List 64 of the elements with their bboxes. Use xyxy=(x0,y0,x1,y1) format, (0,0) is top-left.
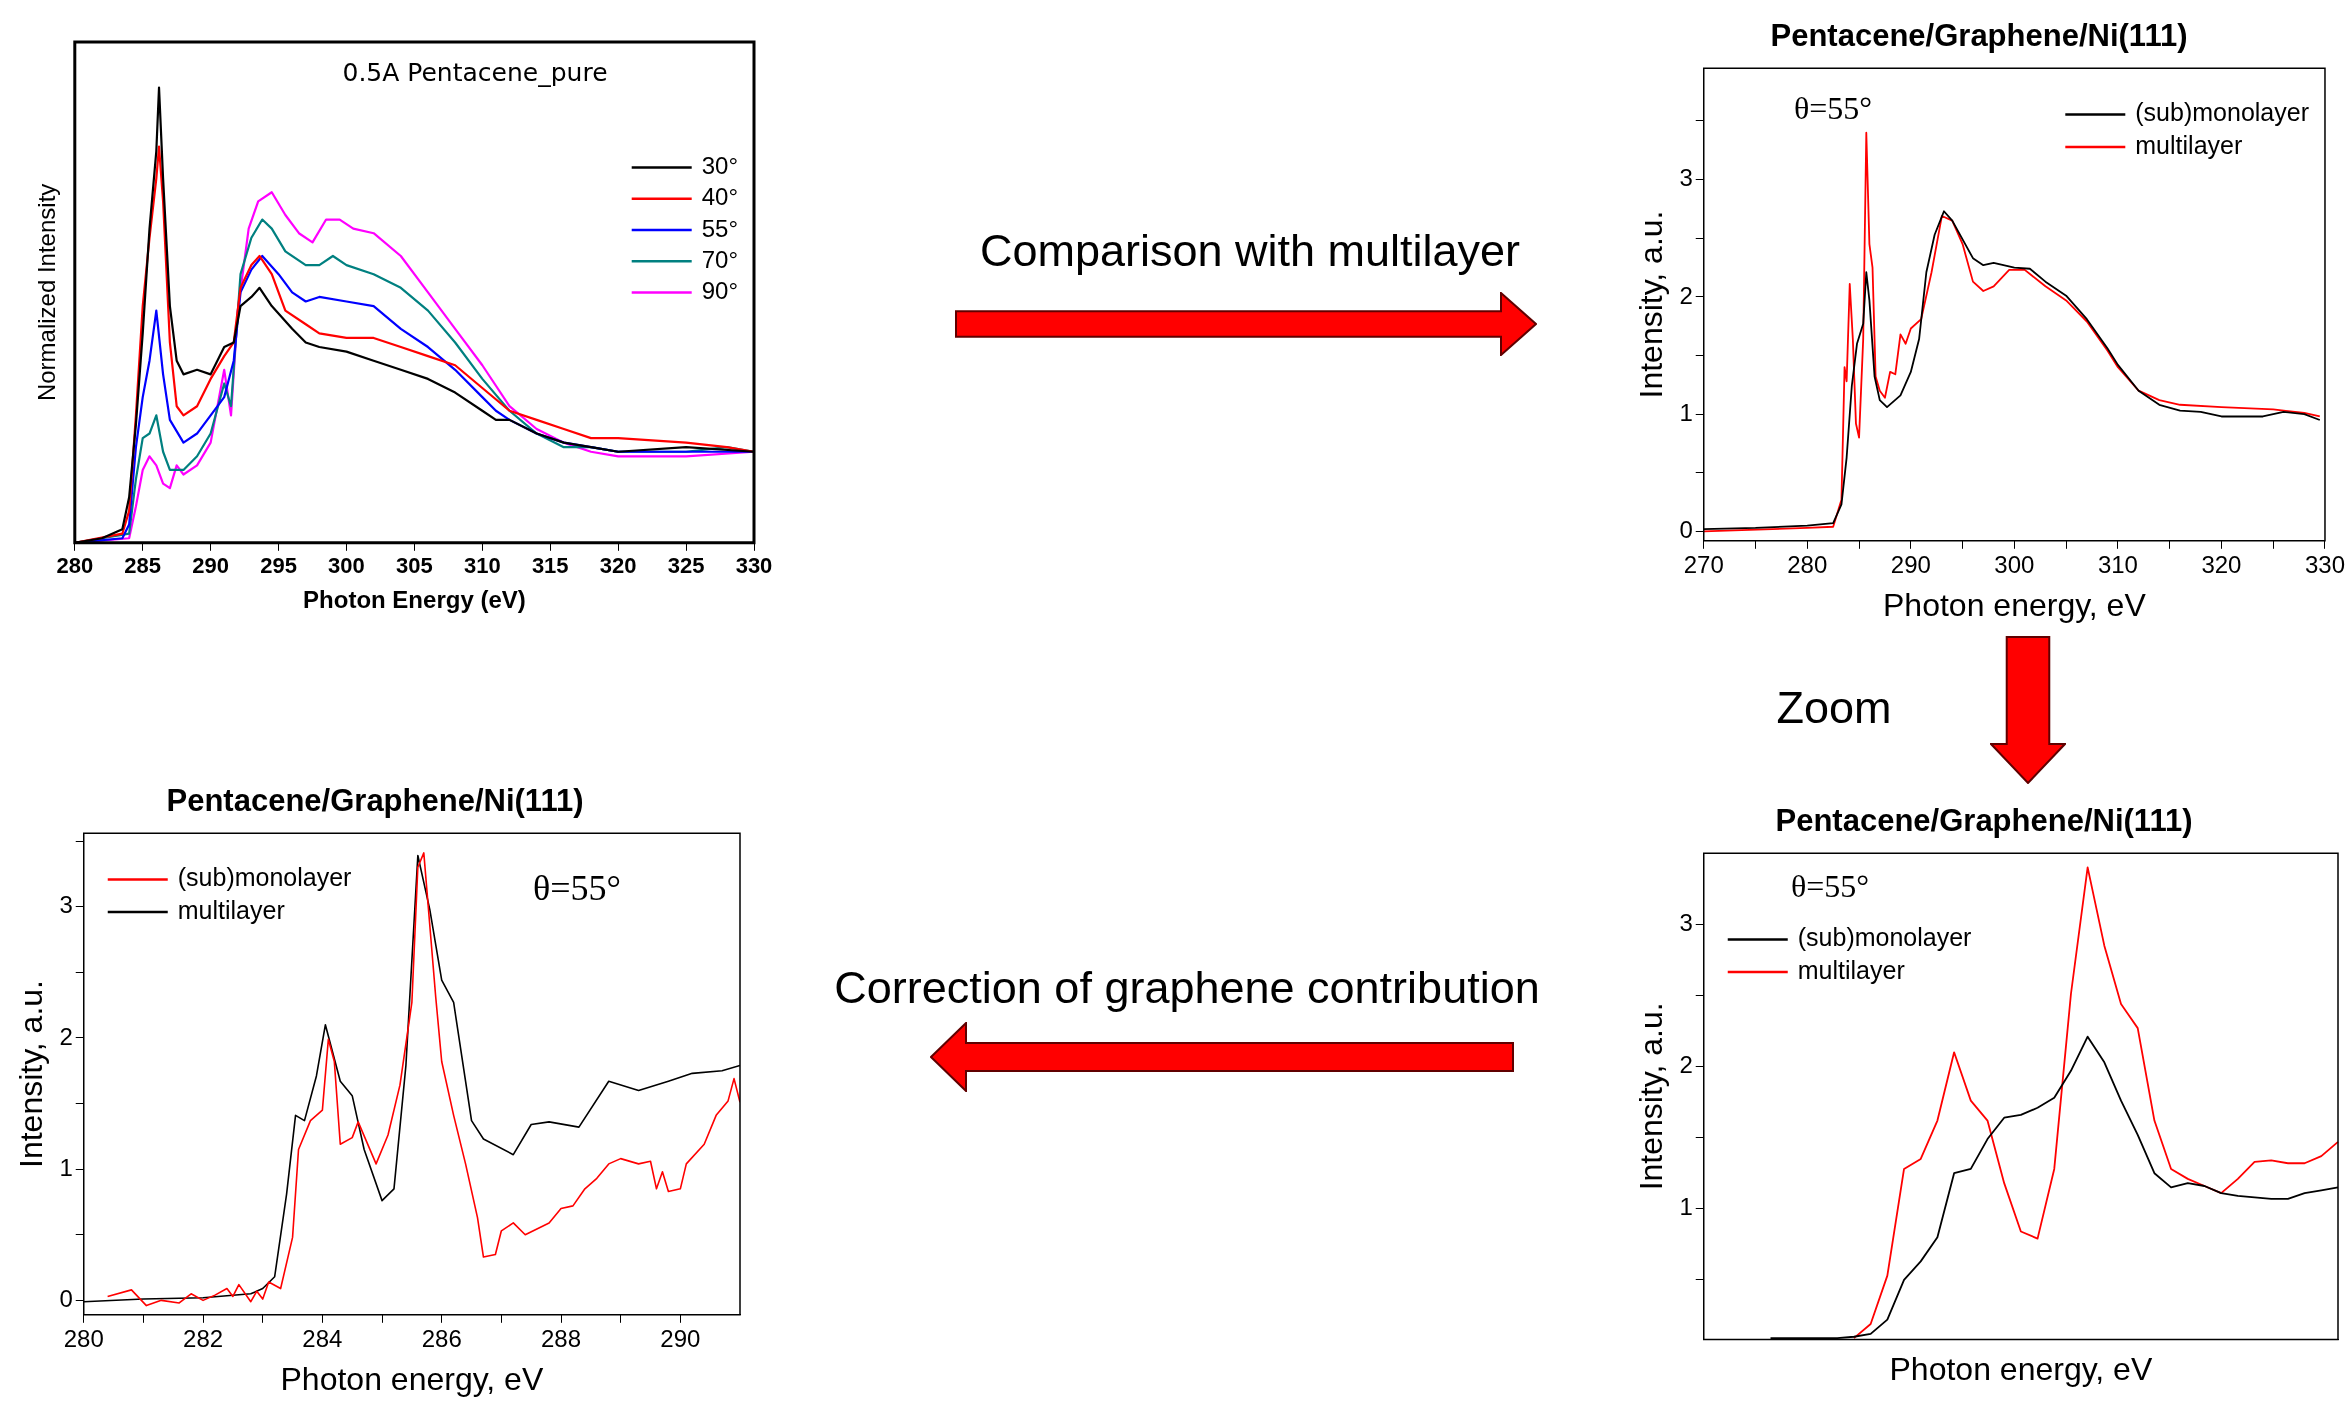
text: Comparison with multilayer xyxy=(979,224,1521,276)
x-tick-label: 280 xyxy=(63,1324,104,1352)
annotation: θ=55° xyxy=(533,868,621,908)
x-tick-label: 330 xyxy=(2304,550,2345,578)
x-tick-label: 305 xyxy=(396,553,433,579)
legend-label: 40° xyxy=(701,183,738,211)
text: 0.5A Pentacene_pure xyxy=(342,57,608,87)
x-tick-label: 295 xyxy=(260,553,297,579)
x-axis-title: Photon energy, eV xyxy=(280,1360,544,1397)
y-tick-label: 3 xyxy=(1679,908,1693,936)
chart-title: Pentacene/Graphene/Ni(111) xyxy=(1770,18,2188,54)
y-tick-label: 1 xyxy=(1679,1193,1693,1221)
x-tick-label: 290 xyxy=(192,553,229,579)
x-tick-label: 288 xyxy=(541,1324,582,1352)
y-tick-label: 0 xyxy=(1679,516,1693,544)
x-tick-label: 270 xyxy=(1683,550,1724,578)
x-tick-label: 320 xyxy=(599,553,637,579)
y-tick-label: 2 xyxy=(1679,281,1693,309)
x-tick-label: 286 xyxy=(421,1324,462,1352)
x-tick-label: 280 xyxy=(56,553,94,579)
legend-label: multilayer xyxy=(177,895,285,924)
y-tick-label: 1 xyxy=(1679,398,1693,426)
x-tick-label: 300 xyxy=(328,553,365,579)
y-axis-title: Normalized Intensity xyxy=(33,183,61,402)
y-tick-label: 0 xyxy=(59,1284,73,1312)
x-tick-label: 284 xyxy=(302,1324,343,1352)
x-tick-label: 290 xyxy=(660,1324,701,1352)
y-axis-title: Intensity, a.u. xyxy=(1633,210,1670,399)
legend-label: 30° xyxy=(701,152,738,180)
x-tick-label: 310 xyxy=(2097,550,2138,578)
x-tick-label: 325 xyxy=(667,553,705,579)
y-tick-label: 3 xyxy=(59,891,73,919)
annotation: θ=55° xyxy=(1793,90,1873,126)
legend-label: (sub)monolayer xyxy=(1797,923,1972,952)
x-axis-title: Photon energy, eV xyxy=(1883,586,2147,623)
x-tick-label: 300 xyxy=(1994,550,2035,578)
legend-label: (sub)monolayer xyxy=(177,863,352,892)
x-tick-label: 315 xyxy=(531,553,569,579)
x-tick-label: 330 xyxy=(735,553,773,579)
chart-title: Pentacene/Graphene/Ni(111) xyxy=(1775,803,2193,839)
x-tick-label: 282 xyxy=(183,1324,224,1352)
y-tick-label: 2 xyxy=(1679,1051,1693,1079)
x-tick-label: 280 xyxy=(1787,550,1828,578)
x-axis-title: Photon energy, eV xyxy=(1889,1350,2153,1387)
y-tick-label: 1 xyxy=(59,1153,73,1181)
x-tick-label: 285 xyxy=(124,553,162,579)
y-tick-label: 2 xyxy=(59,1022,73,1050)
text: Correction of graphene contribution xyxy=(834,961,1540,1013)
x-tick-label: 290 xyxy=(1890,550,1931,578)
legend-label: 70° xyxy=(701,245,738,273)
x-axis-title: Photon Energy (eV) xyxy=(303,586,526,614)
annotation: θ=55° xyxy=(1790,868,1870,904)
legend-label: multilayer xyxy=(2135,130,2243,159)
x-tick-label: 320 xyxy=(2201,550,2242,578)
legend-label: multilayer xyxy=(1797,955,1905,984)
x-tick-label: 310 xyxy=(463,553,501,579)
text: Zoom xyxy=(1776,681,1892,733)
y-axis-title: Intensity, a.u. xyxy=(13,980,50,1168)
y-tick-label: 3 xyxy=(1679,164,1693,192)
chart-title: Pentacene/Graphene/Ni(111) xyxy=(166,783,584,819)
legend-label: 55° xyxy=(701,214,738,242)
legend-label: 90° xyxy=(701,277,738,305)
y-axis-title: Intensity, a.u. xyxy=(1633,1002,1670,1191)
legend-label: (sub)monolayer xyxy=(2135,98,2309,127)
